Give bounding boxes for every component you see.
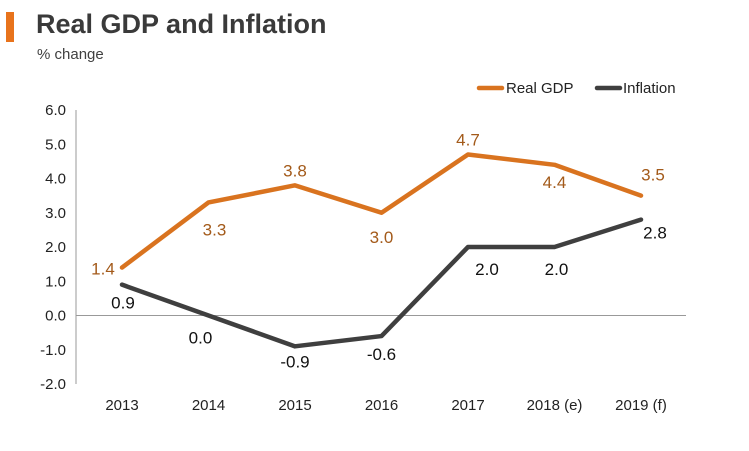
- data-label-real-gdp: 1.4: [91, 260, 115, 279]
- data-label-inflation: -0.6: [367, 345, 396, 364]
- series-line-real-gdp: [119, 152, 644, 270]
- data-label-real-gdp: 3.3: [203, 220, 227, 239]
- data-label-inflation: 2.0: [475, 260, 499, 279]
- chart-subtitle: % change: [37, 46, 104, 63]
- x-tick-label: 2013: [105, 397, 138, 414]
- legend-label-real-gdp: Real GDP: [506, 80, 574, 97]
- data-label-real-gdp: 4.7: [456, 131, 480, 150]
- data-label-real-gdp: 3.0: [370, 228, 394, 247]
- y-tick-label: 1.0: [45, 273, 66, 290]
- x-tick-label: 2017: [451, 397, 484, 414]
- data-label-inflation: 0.9: [111, 294, 135, 313]
- data-label-inflation: 2.0: [545, 260, 569, 279]
- data-label-inflation: 0.0: [189, 329, 213, 348]
- data-label-real-gdp: 4.4: [543, 173, 567, 192]
- y-tick-label: 6.0: [45, 102, 66, 119]
- y-tick-label: 3.0: [45, 205, 66, 222]
- x-tick-label: 2018 (e): [527, 397, 583, 414]
- y-tick-label: 0.0: [45, 308, 66, 325]
- data-label-real-gdp: 3.5: [641, 166, 665, 185]
- data-label-inflation: 2.8: [643, 224, 667, 243]
- legend-label-inflation: Inflation: [623, 80, 676, 97]
- y-tick-label: 4.0: [45, 171, 66, 188]
- title-accent-bar: [6, 12, 14, 42]
- chart-title: Real GDP and Inflation: [36, 9, 327, 39]
- y-tick-label: 5.0: [45, 136, 66, 153]
- x-tick-label: 2016: [365, 397, 398, 414]
- y-tick-label: 2.0: [45, 239, 66, 256]
- series-line-inflation: [119, 217, 644, 349]
- x-tick-label: 2015: [278, 397, 311, 414]
- y-tick-label: -2.0: [40, 376, 66, 393]
- y-tick-label: -1.0: [40, 342, 66, 359]
- x-tick-label: 2019 (f): [615, 397, 667, 414]
- data-label-real-gdp: 3.8: [283, 161, 307, 180]
- x-tick-label: 2014: [192, 397, 225, 414]
- data-label-inflation: -0.9: [280, 352, 309, 371]
